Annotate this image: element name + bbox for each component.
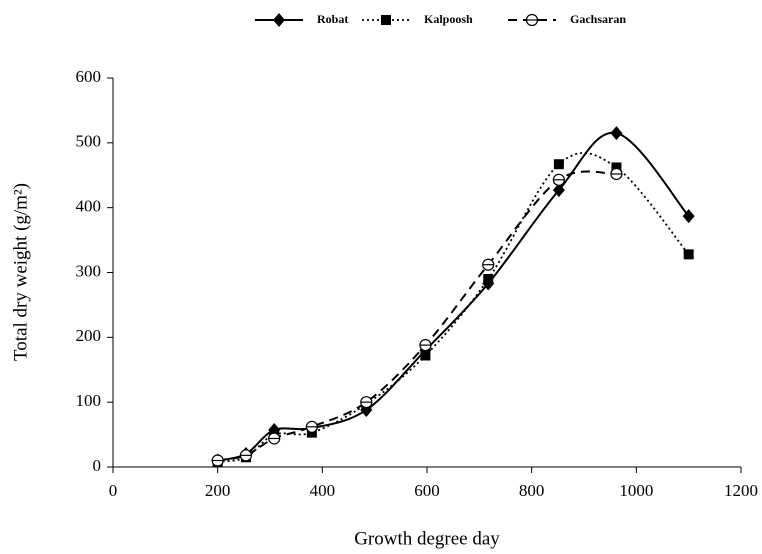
- x-tick-label: 400: [310, 481, 336, 500]
- marker: [610, 126, 623, 141]
- marker: [211, 454, 224, 467]
- marker: [268, 432, 281, 445]
- marker: [610, 167, 623, 181]
- marker: [683, 249, 694, 260]
- marker: [381, 15, 391, 25]
- series-line: [217, 152, 690, 463]
- x-tick-label: 800: [519, 481, 545, 500]
- marker: [482, 258, 495, 271]
- series-line: [217, 131, 690, 462]
- y-tick-label: 300: [76, 261, 102, 280]
- marker: [483, 273, 494, 284]
- series-line: [217, 170, 617, 462]
- x-tick-label: 0: [109, 481, 118, 500]
- x-tick-label: 200: [205, 481, 231, 500]
- y-tick-label: 500: [76, 132, 102, 151]
- marker: [525, 13, 539, 27]
- x-tick-label: 1200: [724, 481, 758, 500]
- y-tick-label: 600: [76, 67, 102, 86]
- marker: [682, 209, 695, 224]
- marker: [552, 173, 565, 186]
- marker: [305, 420, 318, 433]
- x-tick-label: 1000: [619, 481, 653, 500]
- marker: [552, 183, 565, 198]
- x-axis-title: Growth degree day: [354, 528, 500, 549]
- y-tick-label: 200: [76, 326, 102, 345]
- marker: [419, 339, 432, 352]
- y-tick-label: 100: [76, 391, 102, 410]
- marker: [553, 159, 564, 170]
- marker: [420, 350, 431, 361]
- marker: [611, 162, 622, 173]
- legend-label: Robat: [317, 12, 348, 26]
- marker: [239, 449, 253, 462]
- y-tick-label: 400: [76, 197, 102, 216]
- y-axis-title: Total dry weight (g/m²): [10, 183, 31, 361]
- legend-label: Kalpoosh: [424, 12, 473, 26]
- marker: [273, 13, 285, 27]
- legend-label: Gachsaran: [570, 12, 626, 26]
- y-tick-label: 0: [93, 456, 102, 475]
- x-tick-label: 600: [414, 481, 440, 500]
- marker: [360, 396, 373, 409]
